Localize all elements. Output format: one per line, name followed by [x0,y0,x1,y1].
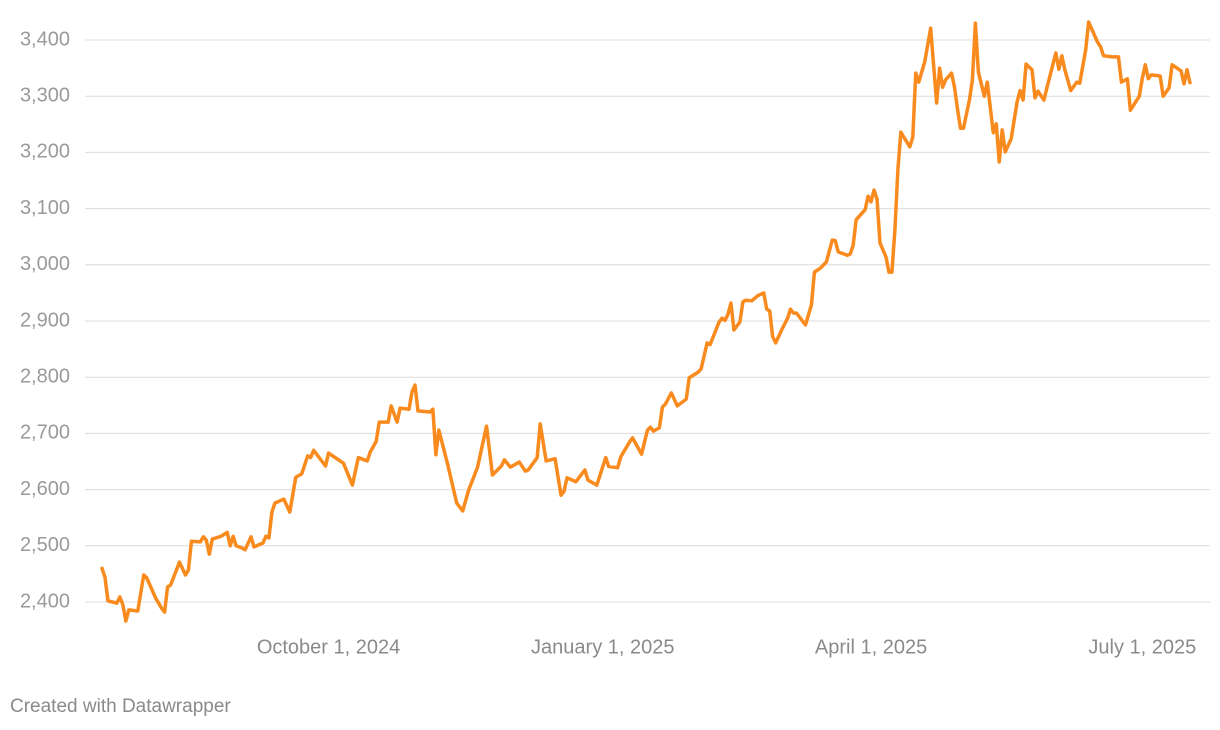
y-tick-label: 3,000 [20,253,70,275]
y-tick-label: 2,700 [20,422,70,444]
x-tick-label: July 1, 2025 [1088,636,1196,658]
y-tick-label: 3,400 [20,28,70,50]
y-tick-label: 3,300 [20,84,70,106]
y-tick-label: 2,500 [20,534,70,556]
y-tick-label: 2,600 [20,478,70,500]
x-tick-label: April 1, 2025 [815,636,927,658]
y-tick-label: 2,800 [20,365,70,387]
y-tick-label: 2,900 [20,309,70,331]
price-line [100,20,1192,623]
y-tick-label: 2,400 [20,590,70,612]
x-tick-label: January 1, 2025 [531,636,674,658]
y-tick-label: 3,100 [20,197,70,219]
y-tick-label: 3,200 [20,141,70,163]
credit: Created with Datawrapper [10,696,231,717]
x-tick-label: October 1, 2024 [257,636,400,658]
